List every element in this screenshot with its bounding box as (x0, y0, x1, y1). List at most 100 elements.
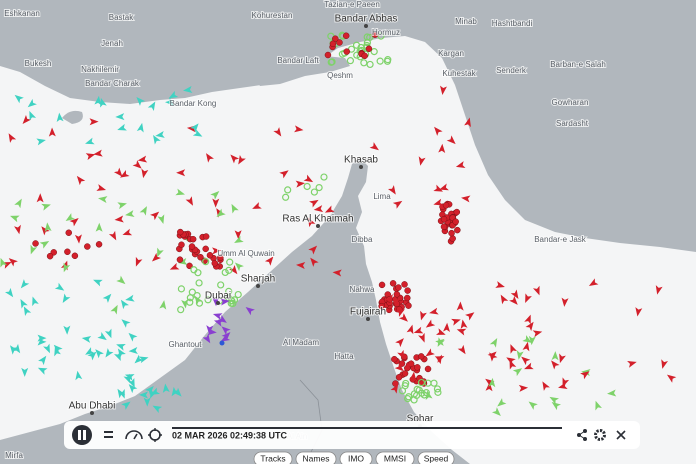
ship-underway[interactable] (192, 129, 204, 139)
ship-underway[interactable] (495, 398, 507, 409)
ship-underway[interactable] (221, 329, 233, 341)
ship-underway[interactable] (132, 160, 144, 171)
ship-moored[interactable] (360, 59, 368, 67)
ship-underway[interactable] (548, 358, 560, 370)
ship-anchored[interactable] (329, 40, 337, 48)
ship-underway[interactable] (390, 382, 402, 394)
ship-underway[interactable] (433, 184, 444, 195)
ship-moored[interactable] (328, 58, 336, 66)
ship-underway[interactable] (43, 343, 53, 355)
ship-moored[interactable] (177, 285, 186, 293)
ship-underway[interactable] (147, 100, 159, 112)
ship-moored[interactable] (363, 39, 371, 47)
ship-underway[interactable] (423, 348, 435, 359)
ship-anchored[interactable] (378, 281, 386, 289)
ship-underway[interactable] (394, 362, 406, 374)
ship-underway[interactable] (523, 362, 534, 373)
ship-underway[interactable] (48, 127, 56, 137)
ship-underway[interactable] (121, 399, 132, 410)
ship-underway[interactable] (525, 320, 537, 332)
ship-underway[interactable] (528, 335, 536, 346)
ship-anchored[interactable] (449, 235, 456, 242)
ship-anchored[interactable] (404, 294, 411, 302)
ship-anchored[interactable] (95, 241, 103, 248)
ship-underway[interactable] (435, 337, 445, 348)
ship-moored[interactable] (422, 389, 430, 397)
ship-underway[interactable] (498, 293, 509, 305)
ship-underway[interactable] (36, 365, 48, 375)
ship-underway[interactable] (294, 125, 304, 133)
ship-moored[interactable] (433, 385, 442, 393)
ship-underway[interactable] (244, 304, 255, 316)
ship-underway[interactable] (235, 154, 246, 166)
ship-underway[interactable] (115, 113, 125, 121)
ship-underway[interactable] (81, 335, 92, 343)
ship-underway[interactable] (519, 354, 531, 366)
ship-underway[interactable] (403, 359, 415, 370)
ship-underway[interactable] (4, 287, 16, 299)
ship-underway[interactable] (140, 168, 149, 179)
ship-underway[interactable] (456, 301, 464, 311)
ship-underway[interactable] (39, 238, 51, 249)
ship-moored[interactable] (225, 266, 233, 274)
ship-underway[interactable] (17, 297, 28, 309)
ship-underway[interactable] (117, 200, 128, 210)
ship-underway[interactable] (446, 135, 458, 146)
ship-anchored[interactable] (395, 374, 403, 381)
ship-underway[interactable] (150, 252, 162, 264)
ship-underway[interactable] (233, 260, 244, 272)
ship-underway[interactable] (118, 389, 128, 400)
ship-underway[interactable] (417, 156, 426, 166)
ship-underway[interactable] (104, 328, 115, 340)
ship-underway[interactable] (118, 298, 129, 310)
ship-underway[interactable] (36, 137, 46, 146)
ship-underway[interactable] (126, 382, 138, 394)
ship-underway[interactable] (464, 117, 473, 128)
ship-underway[interactable] (64, 213, 76, 224)
ship-underway[interactable] (116, 275, 127, 287)
ship-underway[interactable] (60, 293, 71, 305)
ship-underway[interactable] (21, 305, 32, 316)
ship-underway[interactable] (203, 151, 214, 163)
ship-underway[interactable] (93, 149, 103, 158)
ship-underway[interactable] (229, 264, 240, 276)
ship-underway[interactable] (143, 397, 151, 407)
ship-moored[interactable] (398, 387, 407, 395)
ship-moored[interactable] (282, 193, 290, 201)
ship-underway[interactable] (273, 127, 284, 138)
ship-moored[interactable] (402, 379, 410, 388)
ship-underway[interactable] (431, 125, 443, 136)
ship-underway[interactable] (126, 330, 138, 342)
ship-underway[interactable] (438, 143, 446, 154)
ship-underway[interactable] (587, 278, 599, 289)
ship-underway[interactable] (6, 132, 17, 143)
ship-underway[interactable] (167, 90, 179, 101)
ship-underway[interactable] (26, 98, 37, 110)
ship-anchored[interactable] (343, 48, 351, 55)
ship-underway[interactable] (398, 313, 410, 324)
ship-underway[interactable] (103, 348, 114, 359)
ship-anchored[interactable] (202, 245, 209, 253)
ship-underway[interactable] (212, 247, 222, 255)
ship-underway[interactable] (510, 289, 522, 301)
ship-underway[interactable] (551, 351, 559, 361)
ship-moored[interactable] (417, 378, 426, 387)
ship-moored[interactable] (225, 287, 233, 295)
ship-underway[interactable] (97, 332, 108, 343)
ship-underway[interactable] (387, 185, 399, 196)
ship-underway[interactable] (451, 316, 462, 326)
ship-underway[interactable] (220, 297, 230, 306)
ship-underway[interactable] (202, 333, 214, 345)
ship-underway[interactable] (424, 319, 436, 331)
ship-underway[interactable] (136, 122, 146, 133)
ship-anchored[interactable] (206, 252, 214, 259)
ship-underway[interactable] (210, 188, 221, 200)
ship-underway[interactable] (438, 183, 449, 193)
ship-underway[interactable] (413, 326, 424, 336)
ship-underway[interactable] (550, 399, 561, 411)
ship-underway[interactable] (12, 92, 24, 104)
ship-underway[interactable] (28, 244, 38, 256)
ship-underway[interactable] (98, 97, 107, 108)
ship-underway[interactable] (134, 95, 146, 106)
ship-underway[interactable] (323, 205, 335, 216)
